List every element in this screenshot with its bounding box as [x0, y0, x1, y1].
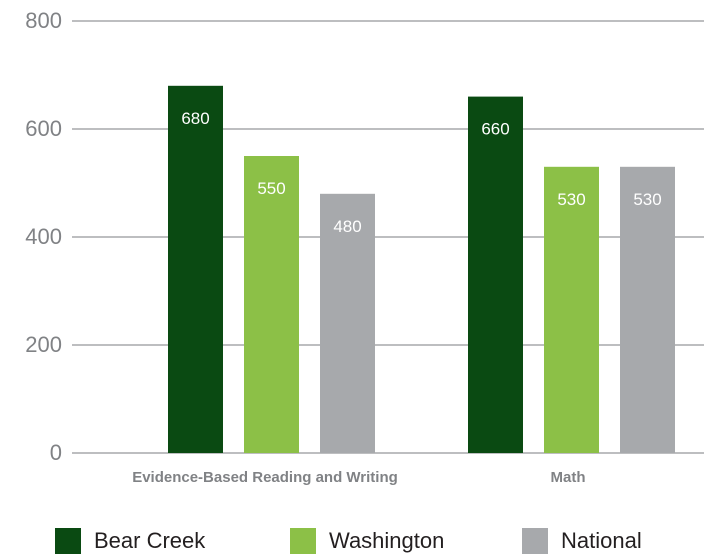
- bars: [168, 85, 675, 454]
- bar-washington-2: [544, 166, 599, 454]
- legend-item-washington: Washington: [290, 528, 444, 554]
- data-labels: 680 660 550 530 480 530: [181, 109, 661, 236]
- data-label-washington-1: 550: [257, 179, 285, 198]
- y-tick-label-400: 400: [25, 224, 62, 249]
- data-label-washington-2: 530: [557, 190, 585, 209]
- data-label-bear-creek-2: 660: [481, 120, 509, 139]
- y-tick-label-600: 600: [25, 116, 62, 141]
- y-tick-label-200: 200: [25, 332, 62, 357]
- data-label-national-2: 530: [633, 190, 661, 209]
- gridlines: [72, 20, 704, 454]
- bar-chart: 0 200 400 600 800 680 660 550 530 480 530 Evidenc…: [25, 8, 704, 486]
- category-label-1: Evidence-Based Reading and Writing: [132, 469, 398, 486]
- legend-label-bear-creek: Bear Creek: [94, 528, 206, 553]
- legend-item-bear-creek: Bear Creek: [55, 528, 205, 554]
- bar-bear-creek-2: [468, 96, 523, 453]
- category-label-2: Math: [551, 469, 586, 486]
- legend-swatch-bear-creek: [55, 528, 81, 554]
- data-label-bear-creek-1: 680: [181, 109, 209, 128]
- legend: Bear Creek Washington National: [0, 528, 704, 558]
- data-label-national-1: 480: [333, 217, 361, 236]
- bar-national-1: [320, 193, 375, 454]
- legend-item-national: National: [522, 528, 642, 554]
- category-labels: Evidence-Based Reading and Writing Math: [132, 469, 585, 486]
- y-tick-label-800: 800: [25, 8, 62, 33]
- bar-bear-creek-1: [168, 85, 223, 454]
- legend-swatch-national: [522, 528, 548, 554]
- y-tick-label-0: 0: [50, 440, 62, 465]
- legend-swatch-washington: [290, 528, 316, 554]
- bar-national-2: [620, 166, 675, 454]
- bar-washington-1: [244, 156, 299, 453]
- legend-label-washington: Washington: [329, 528, 445, 553]
- legend-label-national: National: [561, 528, 642, 553]
- y-axis-ticks: 0 200 400 600 800: [25, 8, 62, 465]
